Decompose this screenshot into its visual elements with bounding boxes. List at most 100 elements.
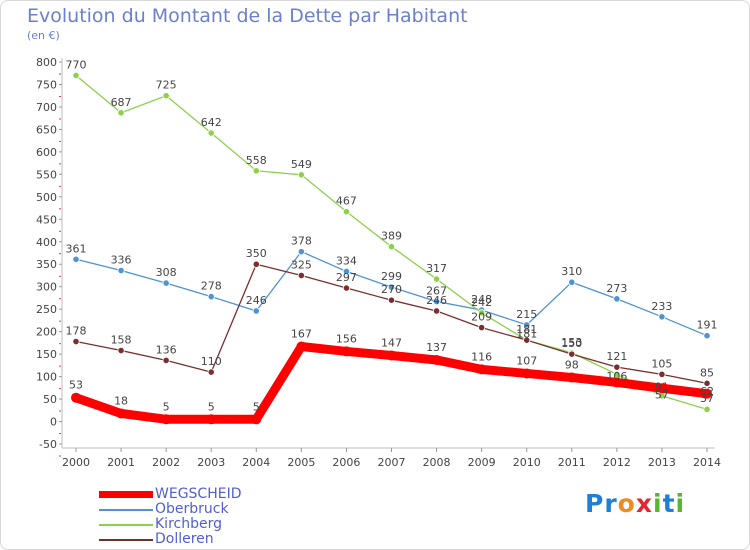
data-label: 53 [69,379,83,392]
data-label: 267 [426,285,447,298]
y-tick-label: 250 [36,303,57,316]
legend-label-oberbruck: Oberbruck [155,501,229,517]
y-tick-label: 350 [36,258,57,271]
logo-letter: x [635,489,653,518]
x-tick-label: 2005 [287,456,315,469]
data-label: 297 [336,271,357,284]
x-tick-label: 2010 [513,456,541,469]
y-tick-label: 300 [36,281,57,294]
logo-letter: i [653,489,663,518]
x-tick-label: 2014 [693,456,721,469]
data-label: 242 [471,296,492,309]
data-label: 153 [561,336,582,349]
data-label: 116 [471,350,492,363]
data-label: 85 [700,366,714,379]
data-label: 110 [201,355,222,368]
data-point [703,405,711,413]
legend-swatch-dolleren [99,539,153,541]
data-point [117,346,125,355]
data-label: 136 [156,343,177,356]
data-point [478,324,486,332]
data-label: 98 [565,358,579,371]
data-point [116,408,127,419]
data-label: 273 [606,282,627,295]
data-label: 137 [426,341,447,354]
data-point [432,307,441,315]
data-point [342,284,351,292]
data-point [386,350,397,361]
x-tick-label: 2013 [648,456,676,469]
data-point [613,363,621,371]
data-point [476,364,487,375]
data-point [387,283,396,291]
data-point [342,267,351,276]
data-point [341,346,352,357]
data-label: 278 [201,280,222,293]
data-point [703,379,711,387]
data-point [568,350,576,358]
data-point [703,332,711,340]
data-label: 91 [655,380,669,393]
data-point [432,275,441,283]
data-label: 57 [655,389,669,402]
data-label: 246 [426,294,447,307]
data-point [387,296,396,304]
data-label: 725 [156,79,177,92]
logo-letter: t [662,489,676,518]
data-label: 317 [426,262,447,275]
data-label: 325 [291,258,312,271]
data-point [658,370,666,378]
data-point [72,71,80,80]
data-label: 107 [516,354,537,367]
logo-letter: i [675,489,686,518]
y-tick-label: 150 [36,348,57,361]
x-tick-label: 2007 [378,456,406,469]
data-label: 181 [516,323,537,336]
y-tick-label: 600 [36,146,57,159]
legend-label-wegscheid: WEGSCHEID [155,486,242,502]
x-tick-label: 2011 [558,456,586,469]
data-point [162,356,170,365]
y-tick-label: 200 [36,326,57,339]
y-tick-label: 700 [36,101,57,114]
data-point [431,354,442,365]
data-label: 687 [111,96,132,109]
data-point [72,337,80,346]
data-label: 336 [111,254,132,267]
data-point [207,292,215,301]
data-point [478,309,486,317]
data-label: 181 [516,327,537,340]
legend-swatch-oberbruck [99,509,153,511]
x-tick-label: 2008 [423,456,451,469]
data-point [702,388,712,399]
y-tick-label: 50 [43,393,57,406]
x-tick-label: 2012 [603,456,631,469]
data-point [523,336,531,344]
y-tick-label: -50 [39,438,57,451]
data-label: 378 [291,235,312,248]
data-point [523,321,531,329]
data-point [252,307,260,315]
x-tick-label: 2001 [107,456,135,469]
data-label: 467 [336,195,357,208]
data-label: 105 [651,357,672,370]
chart-title: Evolution du Montant de la Dette par Hab… [27,5,468,27]
data-label: 5 [253,400,260,413]
data-point [252,167,260,175]
data-point [162,92,170,100]
data-point [207,368,215,376]
data-point [72,255,80,263]
data-point [297,271,305,280]
y-tick-label: 550 [36,168,57,181]
data-label: 334 [336,254,357,267]
data-label: 106 [606,370,627,383]
x-tick-label: 2006 [332,456,360,469]
data-label: 5 [163,400,170,413]
data-label: 350 [246,247,267,260]
data-point [387,243,396,251]
data-point [656,383,667,394]
x-tick-label: 2009 [468,456,496,469]
data-label: 5 [208,400,215,413]
